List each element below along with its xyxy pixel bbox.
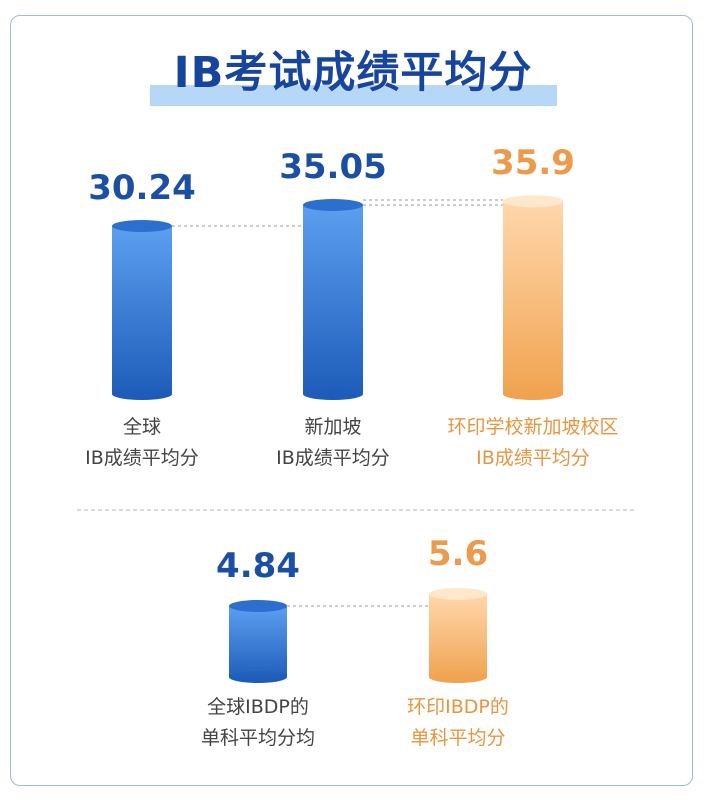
bar (429, 588, 487, 683)
category-label-line: IB成绩平均分 (476, 447, 590, 469)
title-highlight (150, 85, 557, 106)
category-label-line: 环印学校新加坡校区 (447, 416, 619, 438)
data-label: 4.84 (216, 546, 300, 586)
data-label: 5.6 (427, 534, 489, 574)
chart-title: IB考试成绩平均分 (173, 48, 533, 98)
category-label-line: IB成绩平均分 (85, 447, 199, 469)
category-label-line: 单科平均分 (410, 727, 506, 749)
category-label-line: IB成绩平均分 (276, 447, 390, 469)
bar (112, 220, 172, 400)
bar (303, 199, 363, 400)
category-label: 环印IBDP的 单科平均分 (338, 692, 578, 754)
category-label: 全球IBDP的 单科平均分均 (138, 692, 378, 754)
data-label: 35.9 (491, 143, 575, 184)
bar (229, 600, 287, 683)
category-label-line: 环印IBDP的 (407, 696, 509, 718)
category-label: 环印学校新加坡校区 IB成绩平均分 (413, 412, 653, 474)
category-label-line: 新加坡 (304, 416, 362, 438)
bar (503, 195, 563, 400)
category-label: 全球 IB成绩平均分 (22, 412, 262, 474)
data-label: 35.05 (279, 147, 387, 187)
data-label: 30.24 (88, 168, 196, 208)
chart-card (10, 15, 693, 786)
category-label-line: 全球IBDP的 (207, 696, 309, 718)
category-label-line: 单科平均分均 (200, 727, 315, 749)
category-label-line: 全球 (122, 416, 161, 438)
category-label: 新加坡 IB成绩平均分 (213, 412, 453, 474)
